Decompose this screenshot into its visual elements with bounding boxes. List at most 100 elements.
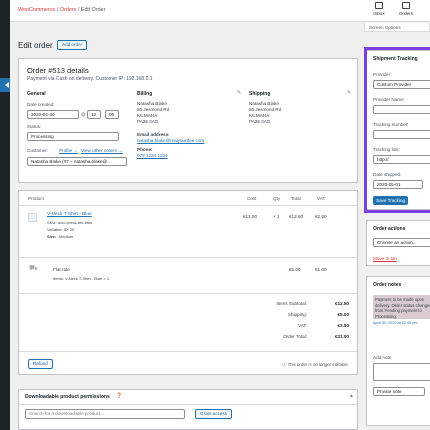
- product-vat: €2.50: [315, 214, 327, 219]
- date-created-input[interactable]: 2020-04-30: [27, 110, 79, 119]
- billing-heading: Billing: [137, 91, 153, 97]
- col-product: Product: [28, 196, 44, 201]
- order-total-value: €21.00: [334, 334, 349, 339]
- product-size-value: Medium: [59, 234, 74, 239]
- inbox-icon: [375, 2, 383, 9]
- subtotal-label: Items Subtotal:: [276, 301, 307, 306]
- provider-name-label: Provider Name:: [373, 97, 405, 102]
- note-timestamp: April 30, 2020 at 12:05 pm: [373, 321, 418, 325]
- provider-label: Provider:: [373, 72, 392, 77]
- downloads-panel: Downloadable product permissions ❓ ▲ Sea…: [18, 389, 358, 430]
- order-note: Payment to be made upon delivery. Order …: [373, 295, 430, 319]
- admin-menu: [0, 0, 10, 430]
- date-shipped-input[interactable]: 2020-05-01: [373, 180, 423, 189]
- save-tracking-button[interactable]: Save Tracking: [373, 196, 409, 205]
- page-title: Edit order: [18, 41, 53, 50]
- tracking-number-input[interactable]: [373, 130, 430, 139]
- breadcrumb-woocommerce[interactable]: WooCommerce: [18, 7, 56, 13]
- not-editable-text: This order is no longer editable.: [287, 362, 349, 367]
- shipping-postcode: PA35 3AG: [249, 119, 271, 124]
- status-label: Status:: [27, 124, 42, 129]
- divider: [19, 257, 357, 258]
- minute-input[interactable]: 05: [105, 110, 119, 119]
- divider: [19, 205, 357, 206]
- col-cost: Cost: [247, 196, 257, 201]
- edit-billing-pencil-icon[interactable]: ✎: [237, 90, 242, 96]
- customer-label: Customer:: [27, 148, 49, 153]
- help-icon: ❓: [116, 393, 123, 399]
- shipping-street: 55 Jesmond Rd: [249, 107, 282, 112]
- grant-access-button[interactable]: Grant access: [195, 409, 233, 419]
- profile-link[interactable]: Profile →: [59, 148, 78, 153]
- col-total: Total: [291, 196, 301, 201]
- col-qty: Qty: [273, 196, 281, 201]
- not-editable-note: ⓘ This order is no longer editable.: [282, 362, 349, 368]
- info-icon: ⓘ: [281, 362, 288, 367]
- note-type-select[interactable]: Private note: [373, 387, 425, 396]
- orders-label: Orders: [398, 11, 414, 16]
- provider-select[interactable]: Custom Provider: [373, 80, 430, 89]
- add-note-textarea[interactable]: [373, 363, 430, 381]
- top-header: WooCommerce / Orders / Edit Order Inbox …: [10, 0, 430, 22]
- date-created-label: Date created:: [27, 102, 55, 107]
- shipping-method: Flat rate: [53, 267, 70, 272]
- phone-link[interactable]: 078 1234 1234: [137, 153, 168, 158]
- hour-input[interactable]: 12: [87, 110, 101, 119]
- add-note-label: Add note: [373, 355, 392, 360]
- other-orders-link[interactable]: View other orders →: [81, 148, 123, 153]
- product-qty: × 1: [273, 214, 280, 219]
- actions-heading: Order actions: [373, 226, 406, 232]
- shipment-tracking-panel: Shipment Tracking Provider: Custom Provi…: [366, 50, 430, 210]
- status-select[interactable]: Processing: [27, 132, 119, 141]
- orders-button[interactable]: Orders: [395, 2, 417, 16]
- refund-button[interactable]: Refund: [28, 359, 53, 369]
- add-order-button[interactable]: Add order: [57, 40, 88, 50]
- order-actions-panel: Order actions Choose an action... Move t…: [366, 220, 430, 266]
- product-sku: SKU: woo-vneck-tee-blue: [47, 220, 93, 225]
- product-variation: Variation ID: 20: [47, 227, 75, 232]
- move-to-bin-link[interactable]: Move to bin: [373, 256, 397, 261]
- inbox-label: Inbox: [373, 11, 385, 16]
- divider: [19, 404, 357, 405]
- edit-shipping-pencil-icon[interactable]: ✎: [347, 90, 352, 96]
- order-action-select[interactable]: Choose an action...: [373, 238, 430, 247]
- billing-name: Natasha Blake: [137, 101, 167, 106]
- orders-icon: [402, 2, 410, 9]
- shipping-items: Items: V-Neck T-Shirt - Blue × 1: [53, 276, 110, 281]
- order-heading: Order #513 details: [27, 66, 89, 75]
- screen-options-button[interactable]: Screen Options: [364, 23, 430, 32]
- provider-name-input[interactable]: [373, 105, 430, 114]
- product-total: €12.50: [289, 214, 304, 219]
- product-thumbnail: [28, 213, 37, 222]
- downloadable-search-input[interactable]: Search for a downloadable product...: [25, 409, 185, 419]
- breadcrumb-current: Edit Order: [80, 7, 106, 13]
- collapse-arrow-icon[interactable]: ▲: [349, 393, 354, 399]
- shipping-heading: Shipping: [249, 91, 271, 97]
- divider: [19, 293, 357, 294]
- product-cost: €12.50: [243, 214, 258, 219]
- subtotal-value: €12.50: [334, 301, 349, 306]
- order-subtitle: Payment via Cash on delivery. Customer I…: [27, 76, 153, 82]
- email-label: Email address:: [137, 132, 170, 137]
- product-name-link[interactable]: V-Neck T-Shirt - Blue: [47, 212, 92, 217]
- general-heading: General: [27, 91, 46, 97]
- order-total-label: Order Total:: [283, 334, 307, 339]
- tracking-link-label: Tracking link:: [373, 147, 400, 152]
- tracking-highlight-frame: [364, 47, 430, 213]
- notes-heading: Order notes: [373, 282, 402, 288]
- breadcrumb-orders[interactable]: Orders: [59, 7, 77, 13]
- breadcrumb-separator: /: [56, 7, 59, 13]
- billing-street: 55 Jesmond Rd: [137, 107, 170, 112]
- inbox-button[interactable]: Inbox: [368, 2, 390, 16]
- customer-select[interactable]: Natasha Blake (#7 – natasha.blake@...: [27, 157, 127, 166]
- tracking-heading: Shipment Tracking: [373, 56, 418, 62]
- date-shipped-label: Date shipped:: [373, 172, 402, 177]
- vat-value: €3.50: [337, 323, 350, 328]
- tracking-link-input[interactable]: http://: [373, 155, 430, 164]
- breadcrumb: WooCommerce / Orders / Edit Order: [18, 7, 105, 13]
- email-link[interactable]: natasha.blake@maiyourdee.com: [137, 138, 205, 143]
- order-items-panel: Product Cost Qty Total VAT V-Neck T-Shir…: [18, 190, 358, 375]
- shipping-total-label: Shipping:: [287, 312, 307, 317]
- divider: [19, 351, 357, 352]
